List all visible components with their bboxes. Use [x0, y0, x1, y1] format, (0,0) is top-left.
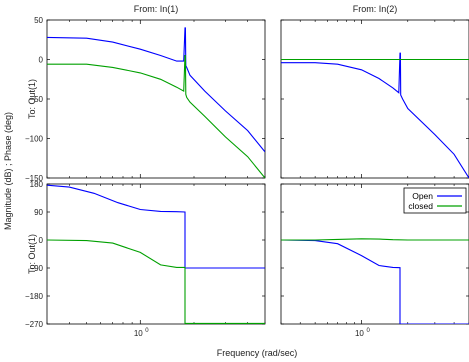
column-title-in2: From: In(2)	[353, 4, 398, 14]
legend-box	[403, 187, 467, 214]
y-tick-label: −180	[25, 292, 44, 301]
series-line-open-panel-r1c1	[281, 239, 469, 324]
column-titles: From: In(1) From: In(2)	[134, 4, 398, 14]
y-tick-label: −270	[25, 320, 44, 329]
x-tick-label: 10	[355, 329, 364, 338]
row-label-top: To: Out(1)	[27, 79, 37, 119]
y-tick-label: 0	[39, 56, 44, 65]
y-tick-label: −50	[29, 95, 43, 104]
panel-r1c0-frame	[46, 183, 266, 325]
series-line-open-panel-r0c0	[47, 27, 265, 153]
legend-label-open: Open	[412, 191, 433, 201]
series-line-closed-panel-r1c0	[47, 239, 265, 324]
x-tick-exponent: 0	[366, 328, 370, 334]
y-axis-label: Magnitude (dB) ; Phase (deg)	[3, 112, 13, 230]
series-line-open-panel-r0c1	[281, 52, 469, 178]
column-title-in1: From: In(1)	[134, 4, 179, 14]
x-tick-label: 10	[134, 329, 143, 338]
panel-r0c1-frame	[280, 19, 469, 179]
y-tick-label: −90	[29, 264, 43, 273]
x-axis-label: Frequency (rad/sec)	[217, 348, 298, 358]
x-tick-exponent: 0	[145, 328, 149, 334]
panel-r0c0-frame	[46, 19, 266, 179]
legend-label-closed: closed	[408, 201, 433, 211]
series-line-open-panel-r1c0	[47, 184, 265, 269]
y-tick-label: −100	[25, 135, 44, 144]
y-tick-label: 0	[39, 236, 44, 245]
y-tick-label: 180	[30, 180, 44, 189]
y-tick-label: 90	[34, 208, 43, 217]
series-line-closed-panel-r0c0	[47, 54, 265, 178]
row-label-bottom: To: Out(1)	[27, 234, 37, 274]
y-tick-label: −150	[25, 174, 44, 183]
y-tick-label: 50	[34, 16, 43, 25]
series-line-closed-panel-r1c1	[281, 238, 469, 241]
